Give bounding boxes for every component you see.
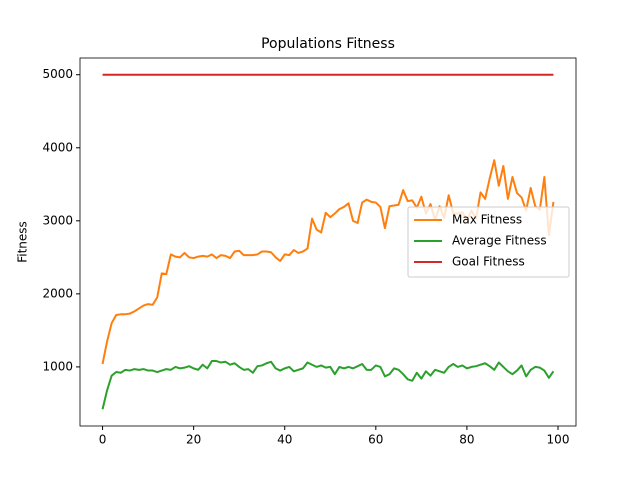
y-tick-label: 2000 <box>42 286 73 300</box>
x-tick-label: 80 <box>459 433 474 447</box>
y-tick-label: 1000 <box>42 359 73 373</box>
legend-label: Max Fitness <box>452 213 522 227</box>
x-tick-label: 0 <box>99 433 107 447</box>
x-tick-label: 60 <box>368 433 383 447</box>
y-axis-label: Fitness <box>16 221 30 263</box>
chart-title: Populations Fitness <box>261 36 395 52</box>
y-tick-label: 3000 <box>42 213 73 227</box>
y-tick-label: 5000 <box>42 67 73 81</box>
plot-frame <box>79 57 577 427</box>
legend-label: Average Fitness <box>452 234 547 248</box>
x-tick-label: 100 <box>547 433 570 447</box>
x-tick-label: 20 <box>186 433 201 447</box>
x-tick-label: 40 <box>277 433 292 447</box>
legend-box <box>407 206 570 278</box>
legend-label: Goal Fitness <box>452 255 525 269</box>
y-tick-label: 4000 <box>42 140 73 154</box>
series-line <box>101 360 555 410</box>
series-line <box>101 159 555 365</box>
